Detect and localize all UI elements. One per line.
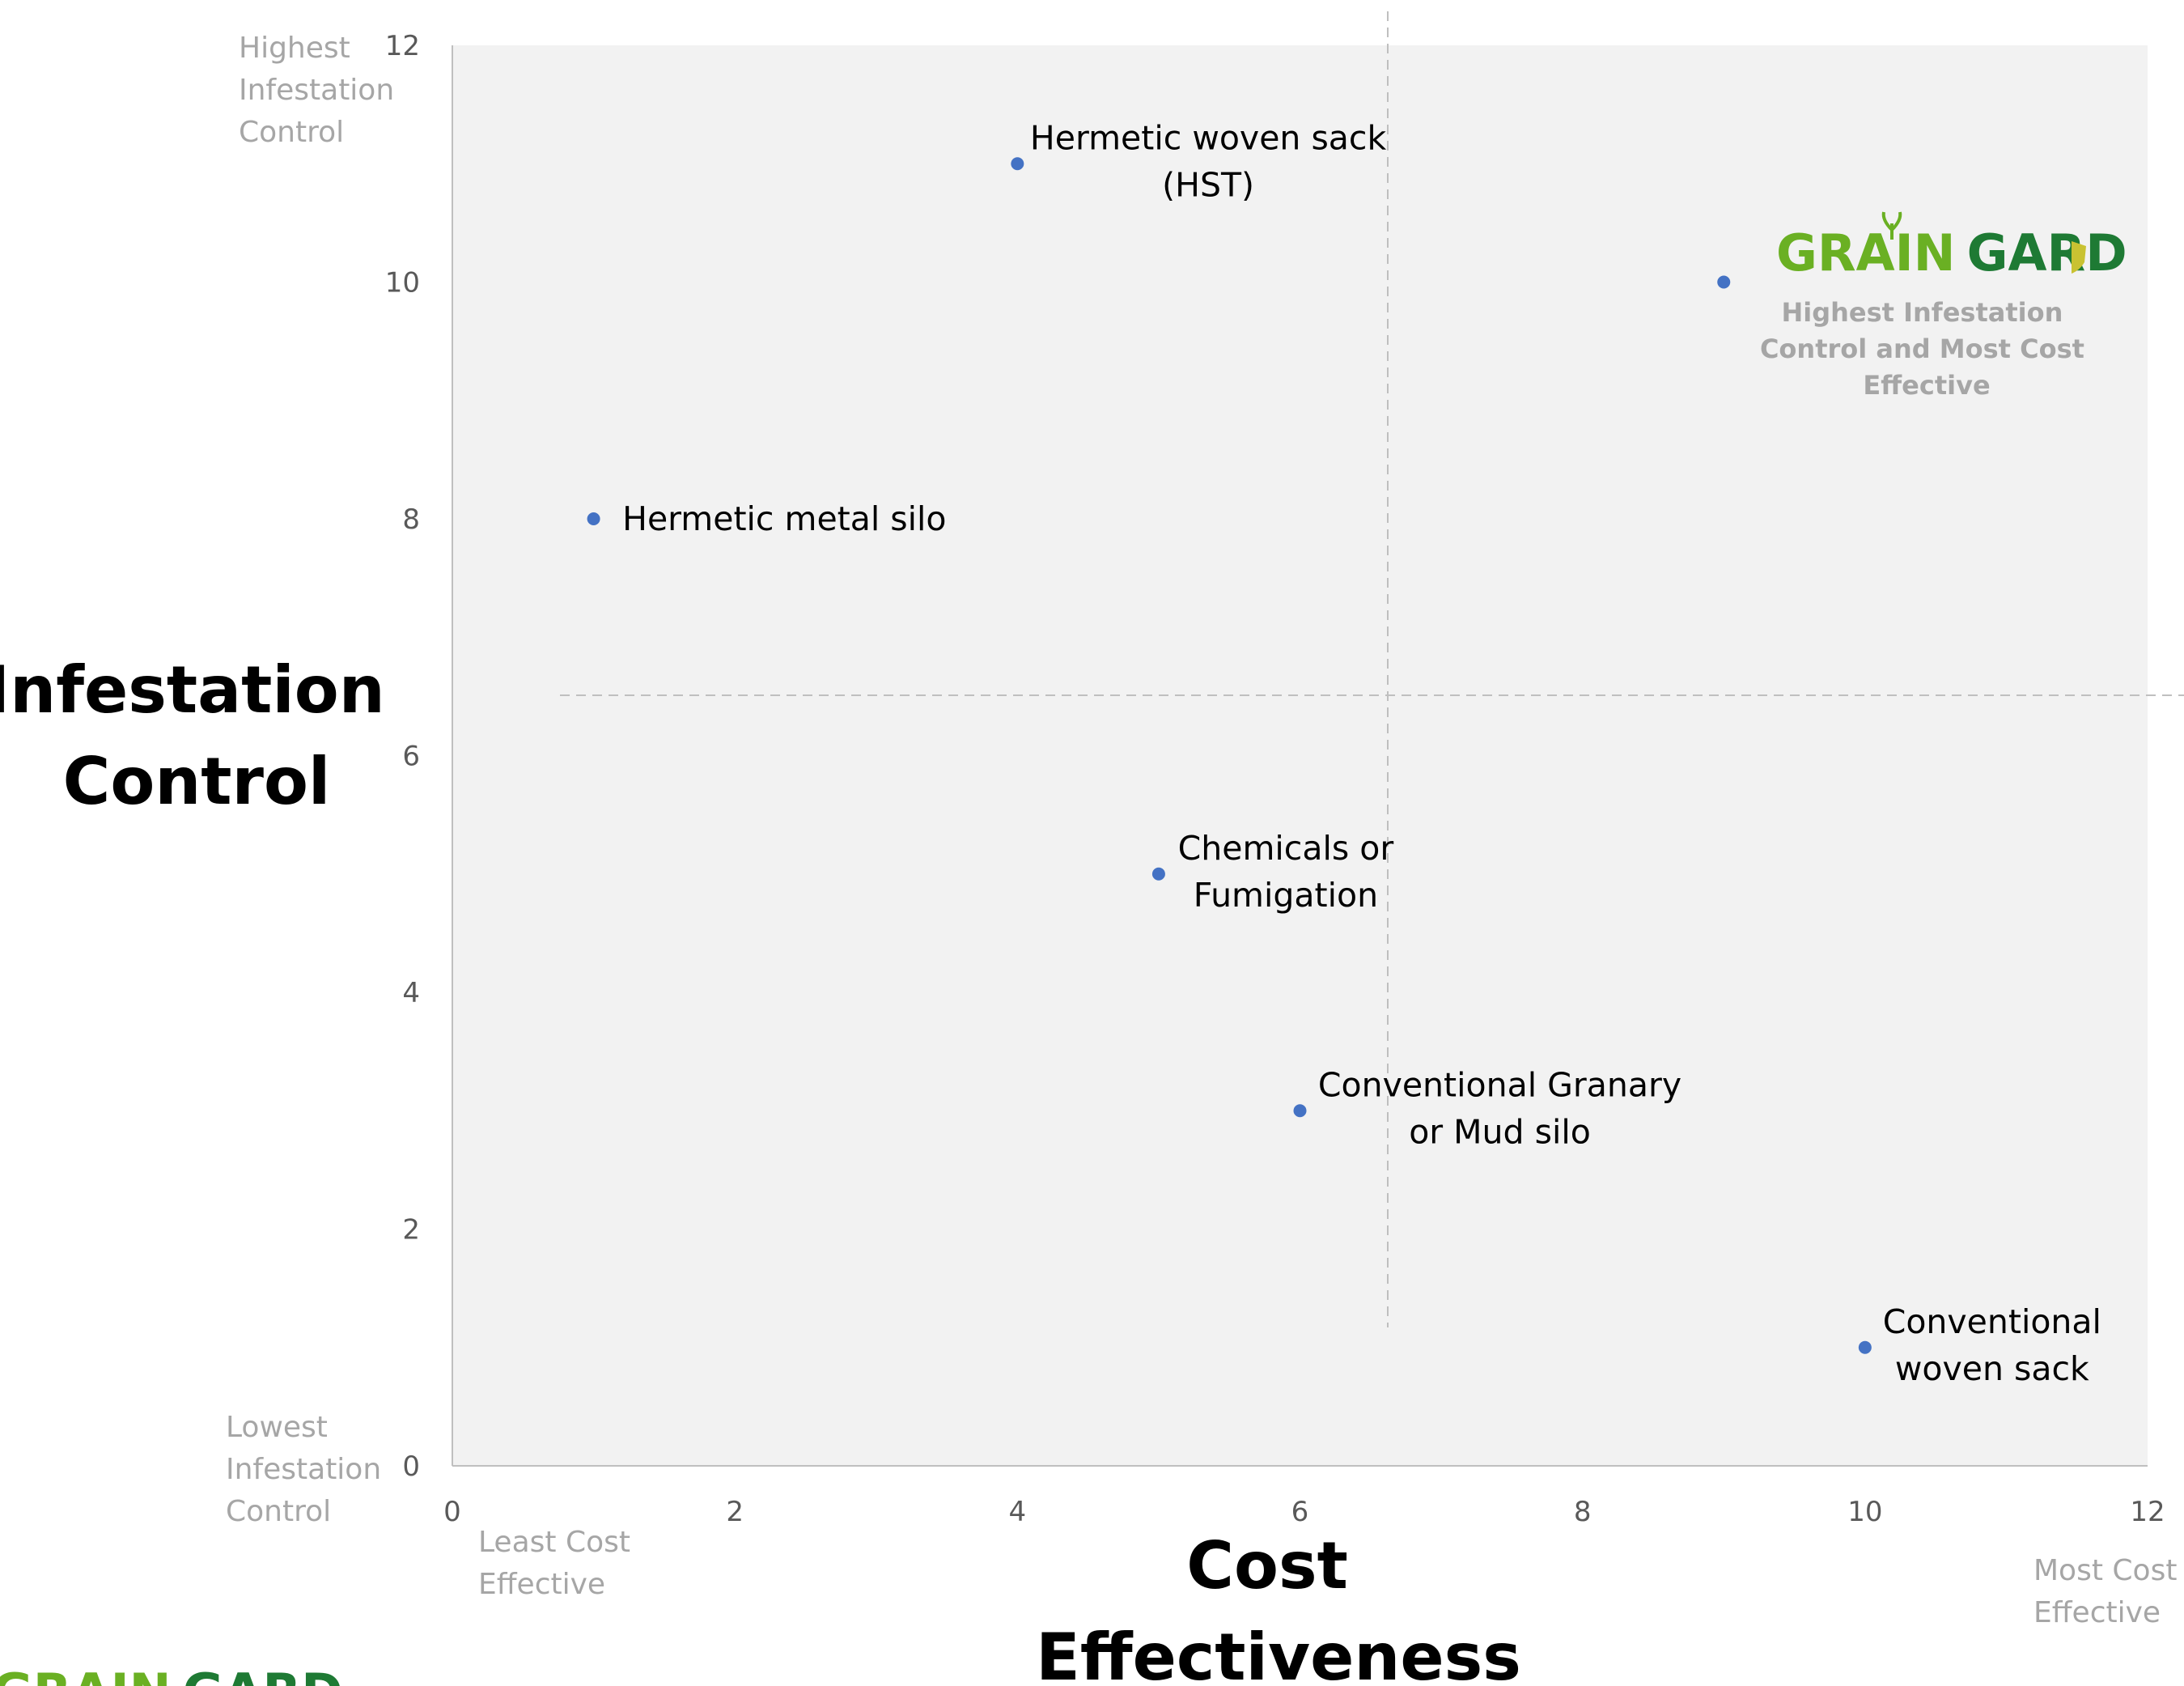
footer-logo: GRAIN GARD [0,1663,343,1686]
x-tick-label: 0 [443,1496,461,1528]
y-tick-label: 6 [402,741,420,773]
corner-label-x-left: Least Cost Effective [478,1526,639,1601]
x-tick-labels: 0 2 4 6 8 10 12 [443,1496,2165,1528]
y-tick-label: 12 [385,30,420,62]
scatter-point [1011,157,1024,171]
corner-label-y-bottom: Lowest Infestation Control [226,1411,391,1528]
x-axis-title: Cost Effectiveness [1036,1528,1521,1686]
data-point-label: Chemicals or Fumigation [1178,829,1394,915]
scatter-point [1717,275,1731,289]
y-tick-label: 10 [385,267,420,299]
data-point-label: Conventional Granary or Mud silo [1318,1065,1681,1151]
data-point-label: Hermetic woven sack (HST) [1030,118,1387,204]
graingard-callout: GRAIN GARD Highest Infestation Control an… [1760,211,2127,401]
data-point-label: Conventional woven sack [1883,1302,2101,1388]
scatter-point [1151,867,1165,881]
corner-label-y-top: Highest Infestation Control [239,32,404,149]
y-axis-title: Infestation Control [0,652,408,819]
callout-text: Highest Infestation Control and Most Cos… [1760,297,2093,401]
footer-logo-text-gard: GARD [183,1663,343,1686]
wheat-sprout-icon [1881,211,1902,240]
x-tick-label: 2 [726,1496,744,1528]
data-point-labels: Hermetic woven sack (HST) Hermetic metal s… [622,118,2101,1388]
y-tick-label: 0 [402,1450,420,1483]
x-tick-label: 4 [1009,1496,1027,1528]
logo-text-gard: GARD [1967,223,2127,282]
x-tick-label: 8 [1574,1496,1592,1528]
corner-label-x-right: Most Cost Effective [2033,1554,2184,1629]
data-point-label: Hermetic metal silo [622,499,946,538]
data-points [587,157,1872,1354]
scatter-point [587,512,600,525]
y-tick-labels: 0 2 4 6 8 10 12 [385,30,420,1483]
y-tick-label: 2 [402,1214,420,1246]
plot-area [452,45,2148,1466]
y-tick-label: 4 [402,977,420,1009]
logo-text-grain: GRAIN [1776,223,1956,282]
x-tick-label: 12 [2130,1496,2165,1528]
scatter-point [1858,1340,1872,1354]
x-tick-label: 6 [1291,1496,1309,1528]
scatter-point [1293,1104,1307,1118]
x-tick-label: 10 [1847,1496,1882,1528]
y-tick-label: 8 [402,503,420,536]
shield-icon [2072,241,2086,274]
graingard-logo: GRAIN GARD [1776,211,2127,282]
footer-logo-text-grain: GRAIN [0,1663,172,1686]
